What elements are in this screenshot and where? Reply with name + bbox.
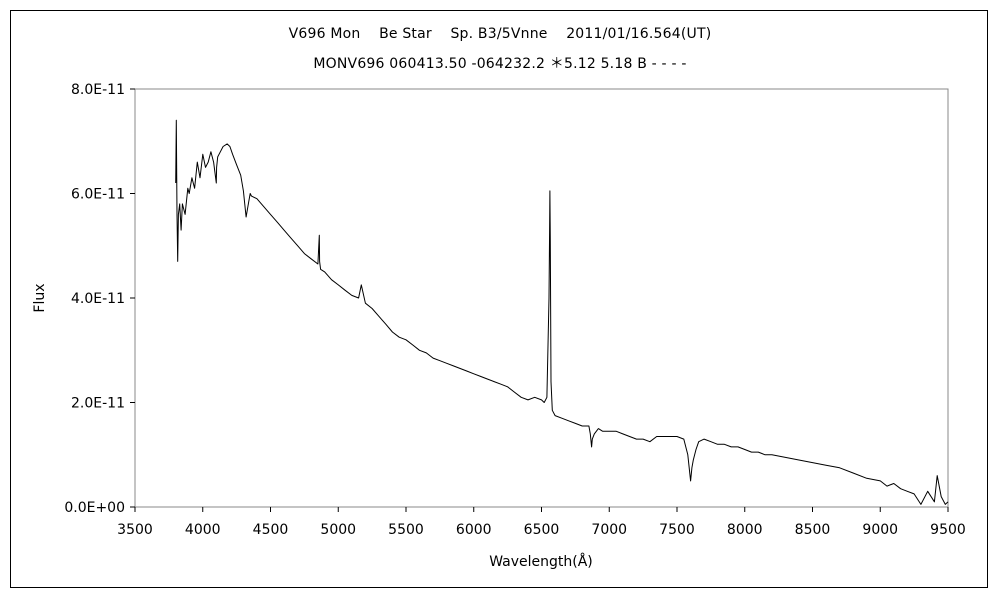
axis-ticks: 3500 4000 4500 5000 5500 6000 6500 7000 7500 8000… (64, 82, 965, 538)
x-tick-label: 4000 (185, 522, 221, 538)
y-tick-label: 6.0E-11 (71, 187, 125, 203)
y-tick-label: 2.0E-11 (71, 396, 125, 412)
x-tick-label: 7500 (659, 522, 695, 538)
x-tick-label: 4500 (253, 522, 289, 538)
x-tick-label: 6000 (456, 522, 492, 538)
x-axis-label: Wavelength(Å) (489, 553, 593, 570)
x-tick-label: 8500 (795, 522, 831, 538)
y-tick-label: 0.0E+00 (64, 500, 125, 516)
y-tick-label: 8.0E-11 (71, 82, 125, 98)
x-tick-label: 7000 (591, 522, 627, 538)
x-tick-label: 5000 (320, 522, 356, 538)
x-tick-label: 8000 (727, 522, 763, 538)
x-tick-label: 9500 (930, 522, 966, 538)
x-tick-label: 3500 (117, 522, 153, 538)
chart-frame (10, 10, 988, 588)
x-tick-label: 6500 (524, 522, 560, 538)
y-tick-label: 4.0E-11 (71, 291, 125, 307)
plot-area (134, 88, 949, 508)
y-axis-label: Flux (32, 283, 48, 312)
spectrum-line (175, 119, 949, 505)
chart-title: V696 Mon Be Star Sp. B3/5Vnne 2011/01/16… (288, 26, 712, 42)
x-tick-label: 5500 (388, 522, 424, 538)
chart-subtitle: MONV696 060413.50 -064232.2 ＊5.12 5.18 B… (313, 56, 687, 72)
x-tick-label: 9000 (862, 522, 898, 538)
